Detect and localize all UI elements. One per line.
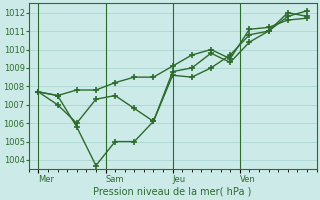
X-axis label: Pression niveau de la mer( hPa ): Pression niveau de la mer( hPa ): [93, 187, 252, 197]
